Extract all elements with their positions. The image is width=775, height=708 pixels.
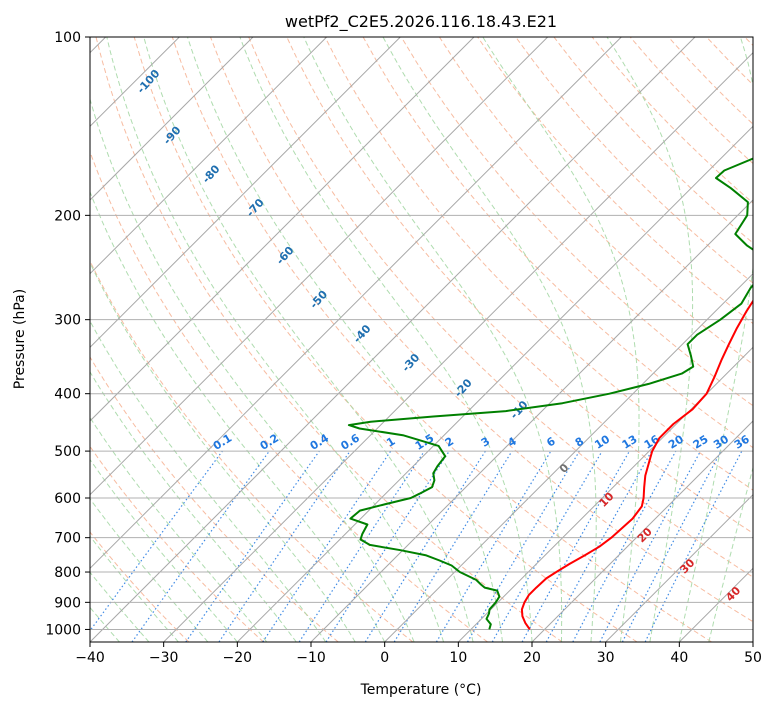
y-tick-label: 200 [54,208,81,224]
isotherm-line [163,51,753,642]
mixing-ratio-line [644,450,743,642]
dry-adiabat-line [210,37,753,623]
moist-adiabat-line [90,416,268,642]
x-tick-label: −10 [296,650,326,666]
plot-frame [89,36,754,643]
dry-adiabat-line [324,37,753,491]
x-tick-label: −20 [223,650,253,666]
y-tick-label: 700 [54,531,81,547]
dry-adiabat-line [248,37,753,578]
y-tick-label: 100 [54,30,81,46]
dry-adiabat-line [171,37,712,642]
plot-area: 0.1 0.2 0.4 0.6 1 1.5 2 3 4 6 8 10 13 16 20 25 30 36-100-… [90,37,753,642]
moist-adiabat-line [606,37,694,642]
mixing-ratio-line [185,450,320,642]
mixing-ratio-line [90,450,223,632]
moist-adiabat-line [482,37,640,642]
x-tick-label: 0 [380,650,389,666]
moist-adiabat-line [187,37,503,642]
y-tick-label: 400 [54,387,81,403]
y-tick-label: 300 [54,313,81,329]
dry-adiabats [90,37,753,642]
temperature-line [520,299,753,630]
moist-adiabat-line [90,190,386,642]
moist-adiabat-line [678,37,753,642]
y-tick-label: 800 [54,565,81,581]
chart-title: wetPf2_C2E5.2026.116.18.43.E21 [285,12,557,32]
y-tick-label: 600 [54,491,81,507]
dewpoint-line [347,157,753,630]
mixing-ratio-line [262,450,392,642]
dry-adiabat-line [90,356,339,642]
mixing-ratio-line [131,450,270,642]
dry-adiabat-line [95,37,563,642]
moist-adiabat-line [143,37,474,642]
x-tick-label: 50 [744,650,762,666]
isotherm-line [605,493,753,642]
profile-lines [347,157,753,630]
isotherm-line [90,37,475,422]
moist-adiabat-line [90,320,327,642]
mixing-ratio-line [298,450,425,642]
mixing-ratio-line [393,450,513,642]
mixing-ratio-line [545,450,653,642]
x-tick-label: 30 [597,650,615,666]
isotherm-line [90,37,622,570]
isotherm-line [457,346,753,642]
isotherm-line [90,37,328,275]
dry-adiabat-line [438,37,753,366]
x-axis-label: Temperature (°C) [360,682,482,698]
dry-adiabat-line [133,37,638,642]
y-axis-label: Pressure (hPa) [12,289,28,389]
mixing-ratio-line [218,450,351,642]
isotherm-line [90,37,549,496]
dry-adiabat-line [515,37,753,284]
mixing-ratio-line [572,450,677,642]
moist-adiabat-line [708,465,753,642]
isotherm-line [236,125,753,642]
isotherm-line [531,420,753,642]
mixing-ratio-line [325,450,450,642]
isotherm-line [90,37,401,349]
isotherm-line [384,272,753,642]
dry-adiabat-line [90,531,190,642]
x-tick-label: −30 [149,650,179,666]
isobars [90,37,753,630]
x-tick-label: 10 [449,650,467,666]
y-tick-label: 900 [54,595,81,611]
moist-adiabat-line [106,37,445,642]
mixing-ratio-line [521,450,631,642]
moist-adiabat-line [239,37,533,642]
dry-adiabat-line [400,37,753,407]
y-tick-label: 500 [54,444,81,460]
isotherm-line [90,37,696,642]
moist-adiabat-line [90,261,356,642]
moist-adiabat-line [90,458,238,642]
mixing-ratio-lines [90,450,743,642]
isotherm-line [90,37,254,201]
dry-adiabat-line [90,150,488,642]
isotherm-line [310,199,753,642]
x-tick-label: 20 [523,650,541,666]
dry-adiabat-line [90,445,264,642]
x-tick-label: 40 [670,650,688,666]
moist-adiabat-line [382,37,597,642]
axes: −40 −30 −20 −10 0 10 20 30 40 50 100 200 300 400 500 60… [45,30,762,666]
moist-adiabat-line [303,37,563,642]
moist-adiabats [90,37,753,642]
y-tick-label: 1000 [45,622,81,638]
x-tick-label: −40 [75,650,105,666]
isotherms [90,37,753,642]
